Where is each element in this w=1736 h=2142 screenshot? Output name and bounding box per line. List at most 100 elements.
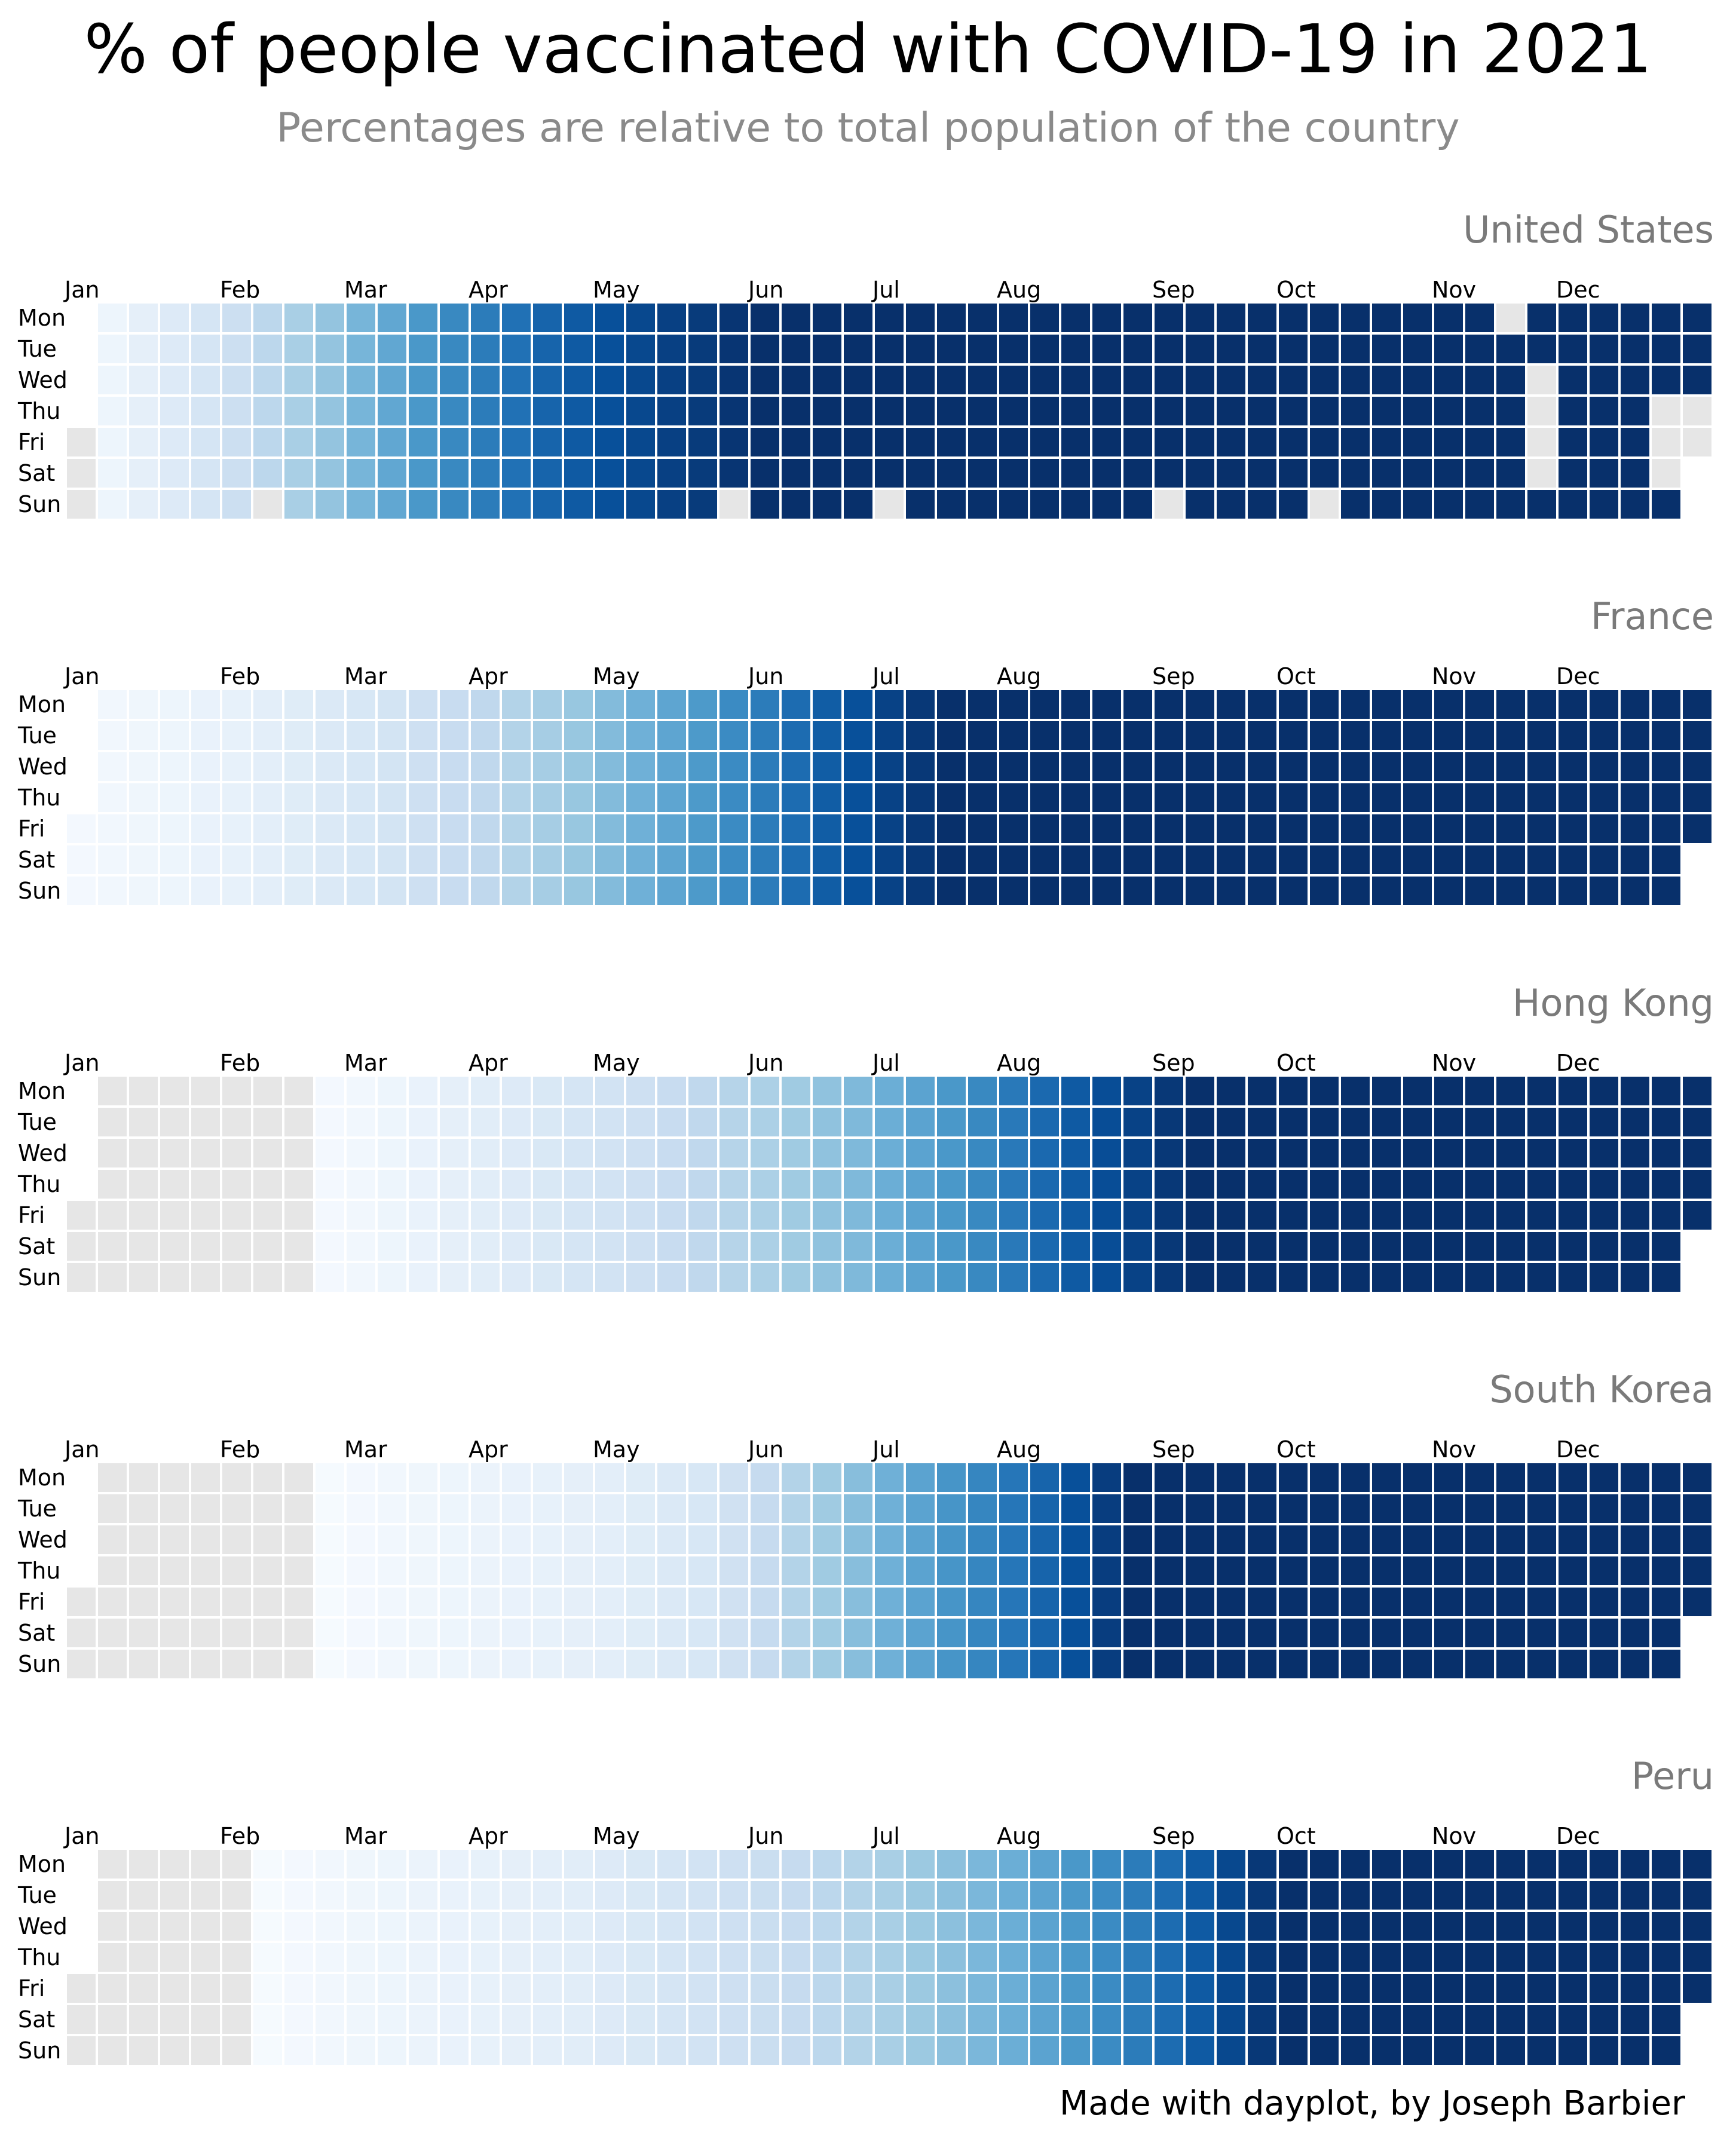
day-cell bbox=[1465, 366, 1494, 394]
day-cell bbox=[160, 459, 189, 488]
day-cell bbox=[471, 1201, 500, 1230]
day-cell bbox=[1248, 1201, 1276, 1230]
day-cell bbox=[253, 690, 282, 719]
day-cell bbox=[440, 1943, 469, 1972]
day-cell bbox=[1123, 1850, 1152, 1879]
day-cell bbox=[1434, 1556, 1463, 1585]
month-label: Mar bbox=[344, 1436, 387, 1463]
day-cell bbox=[1652, 1650, 1680, 1678]
day-cell bbox=[502, 1463, 531, 1492]
day-cell bbox=[1155, 490, 1183, 519]
day-cell bbox=[1155, 814, 1183, 843]
day-cell bbox=[564, 428, 593, 456]
chart-title: % of people vaccinated with COVID-19 in … bbox=[84, 11, 1652, 88]
day-cell bbox=[1155, 1850, 1183, 1879]
day-cell bbox=[471, 1494, 500, 1523]
day-cell bbox=[284, 783, 313, 812]
day-cell bbox=[1372, 1588, 1401, 1616]
day-cell bbox=[471, 1139, 500, 1167]
day-cell bbox=[999, 1494, 1028, 1523]
day-cell bbox=[564, 783, 593, 812]
day-cell bbox=[1310, 1912, 1339, 1941]
day-cell bbox=[1652, 1556, 1680, 1585]
day-cell bbox=[999, 1263, 1028, 1292]
day-cell bbox=[626, 1912, 655, 1941]
weekday-label: Sat bbox=[18, 1620, 55, 1646]
day-cell bbox=[1527, 1619, 1556, 1647]
day-cell bbox=[813, 1974, 841, 2003]
day-cell bbox=[719, 1556, 748, 1585]
day-cell bbox=[595, 1201, 624, 1230]
day-cell bbox=[1496, 1108, 1525, 1136]
day-cell bbox=[533, 2005, 562, 2034]
day-cell bbox=[626, 428, 655, 456]
day-cell bbox=[129, 1850, 158, 1879]
day-cell bbox=[1030, 1619, 1059, 1647]
day-cell bbox=[1434, 1619, 1463, 1647]
day-cell bbox=[1155, 304, 1183, 332]
day-cell bbox=[1310, 1232, 1339, 1261]
day-cell bbox=[191, 1232, 220, 1261]
day-cell bbox=[67, 459, 96, 488]
day-cell bbox=[1652, 1881, 1680, 1910]
day-cell bbox=[440, 1463, 469, 1492]
day-cell bbox=[1217, 2005, 1245, 2034]
day-cell bbox=[1217, 1850, 1245, 1879]
day-cell bbox=[1248, 1556, 1276, 1585]
day-cell bbox=[595, 1943, 624, 1972]
day-cell bbox=[813, 428, 841, 456]
day-cell bbox=[688, 1463, 717, 1492]
day-cell bbox=[1155, 1201, 1183, 1230]
day-cell bbox=[471, 459, 500, 488]
day-cell bbox=[688, 1556, 717, 1585]
day-cell bbox=[1123, 428, 1152, 456]
day-cell bbox=[440, 428, 469, 456]
day-cell bbox=[1403, 304, 1432, 332]
day-cell bbox=[688, 490, 717, 519]
day-cell bbox=[409, 366, 437, 394]
day-cell bbox=[1683, 721, 1711, 750]
day-cell bbox=[595, 1077, 624, 1105]
day-cell bbox=[1465, 397, 1494, 425]
day-cell bbox=[813, 1850, 841, 1879]
day-cell bbox=[782, 459, 810, 488]
day-cell bbox=[968, 721, 997, 750]
day-cell bbox=[1186, 1525, 1214, 1554]
day-cell bbox=[409, 877, 437, 905]
day-cell bbox=[67, 490, 96, 519]
day-cell bbox=[906, 721, 935, 750]
day-cell bbox=[688, 1912, 717, 1941]
day-cell bbox=[875, 1077, 904, 1105]
day-cell bbox=[626, 783, 655, 812]
day-cell bbox=[160, 721, 189, 750]
day-cell bbox=[160, 1650, 189, 1678]
day-cell bbox=[968, 304, 997, 332]
day-cell bbox=[1061, 490, 1090, 519]
day-cell bbox=[98, 1463, 127, 1492]
day-cell bbox=[1527, 1588, 1556, 1616]
month-label: Jun bbox=[747, 1050, 783, 1076]
day-cell bbox=[316, 1170, 344, 1199]
day-cell bbox=[564, 2005, 593, 2034]
day-cell bbox=[1621, 1912, 1649, 1941]
day-cell bbox=[782, 1850, 810, 1879]
day-cell bbox=[1621, 2036, 1649, 2065]
day-cell bbox=[1590, 397, 1618, 425]
day-cell bbox=[968, 1588, 997, 1616]
day-cell bbox=[1092, 459, 1121, 488]
day-cell bbox=[1590, 490, 1618, 519]
day-cell bbox=[1030, 1850, 1059, 1879]
day-cell bbox=[1559, 459, 1587, 488]
day-cell bbox=[1559, 1139, 1587, 1167]
day-cell bbox=[347, 690, 375, 719]
month-label: Dec bbox=[1556, 277, 1600, 303]
day-cell bbox=[875, 1943, 904, 1972]
day-cell bbox=[284, 428, 313, 456]
day-cell bbox=[160, 335, 189, 363]
day-cell bbox=[1465, 2005, 1494, 2034]
day-cell bbox=[67, 1650, 96, 1678]
day-cell bbox=[1590, 877, 1618, 905]
day-cell bbox=[1341, 1588, 1370, 1616]
day-cell bbox=[999, 304, 1028, 332]
day-cell bbox=[409, 1556, 437, 1585]
